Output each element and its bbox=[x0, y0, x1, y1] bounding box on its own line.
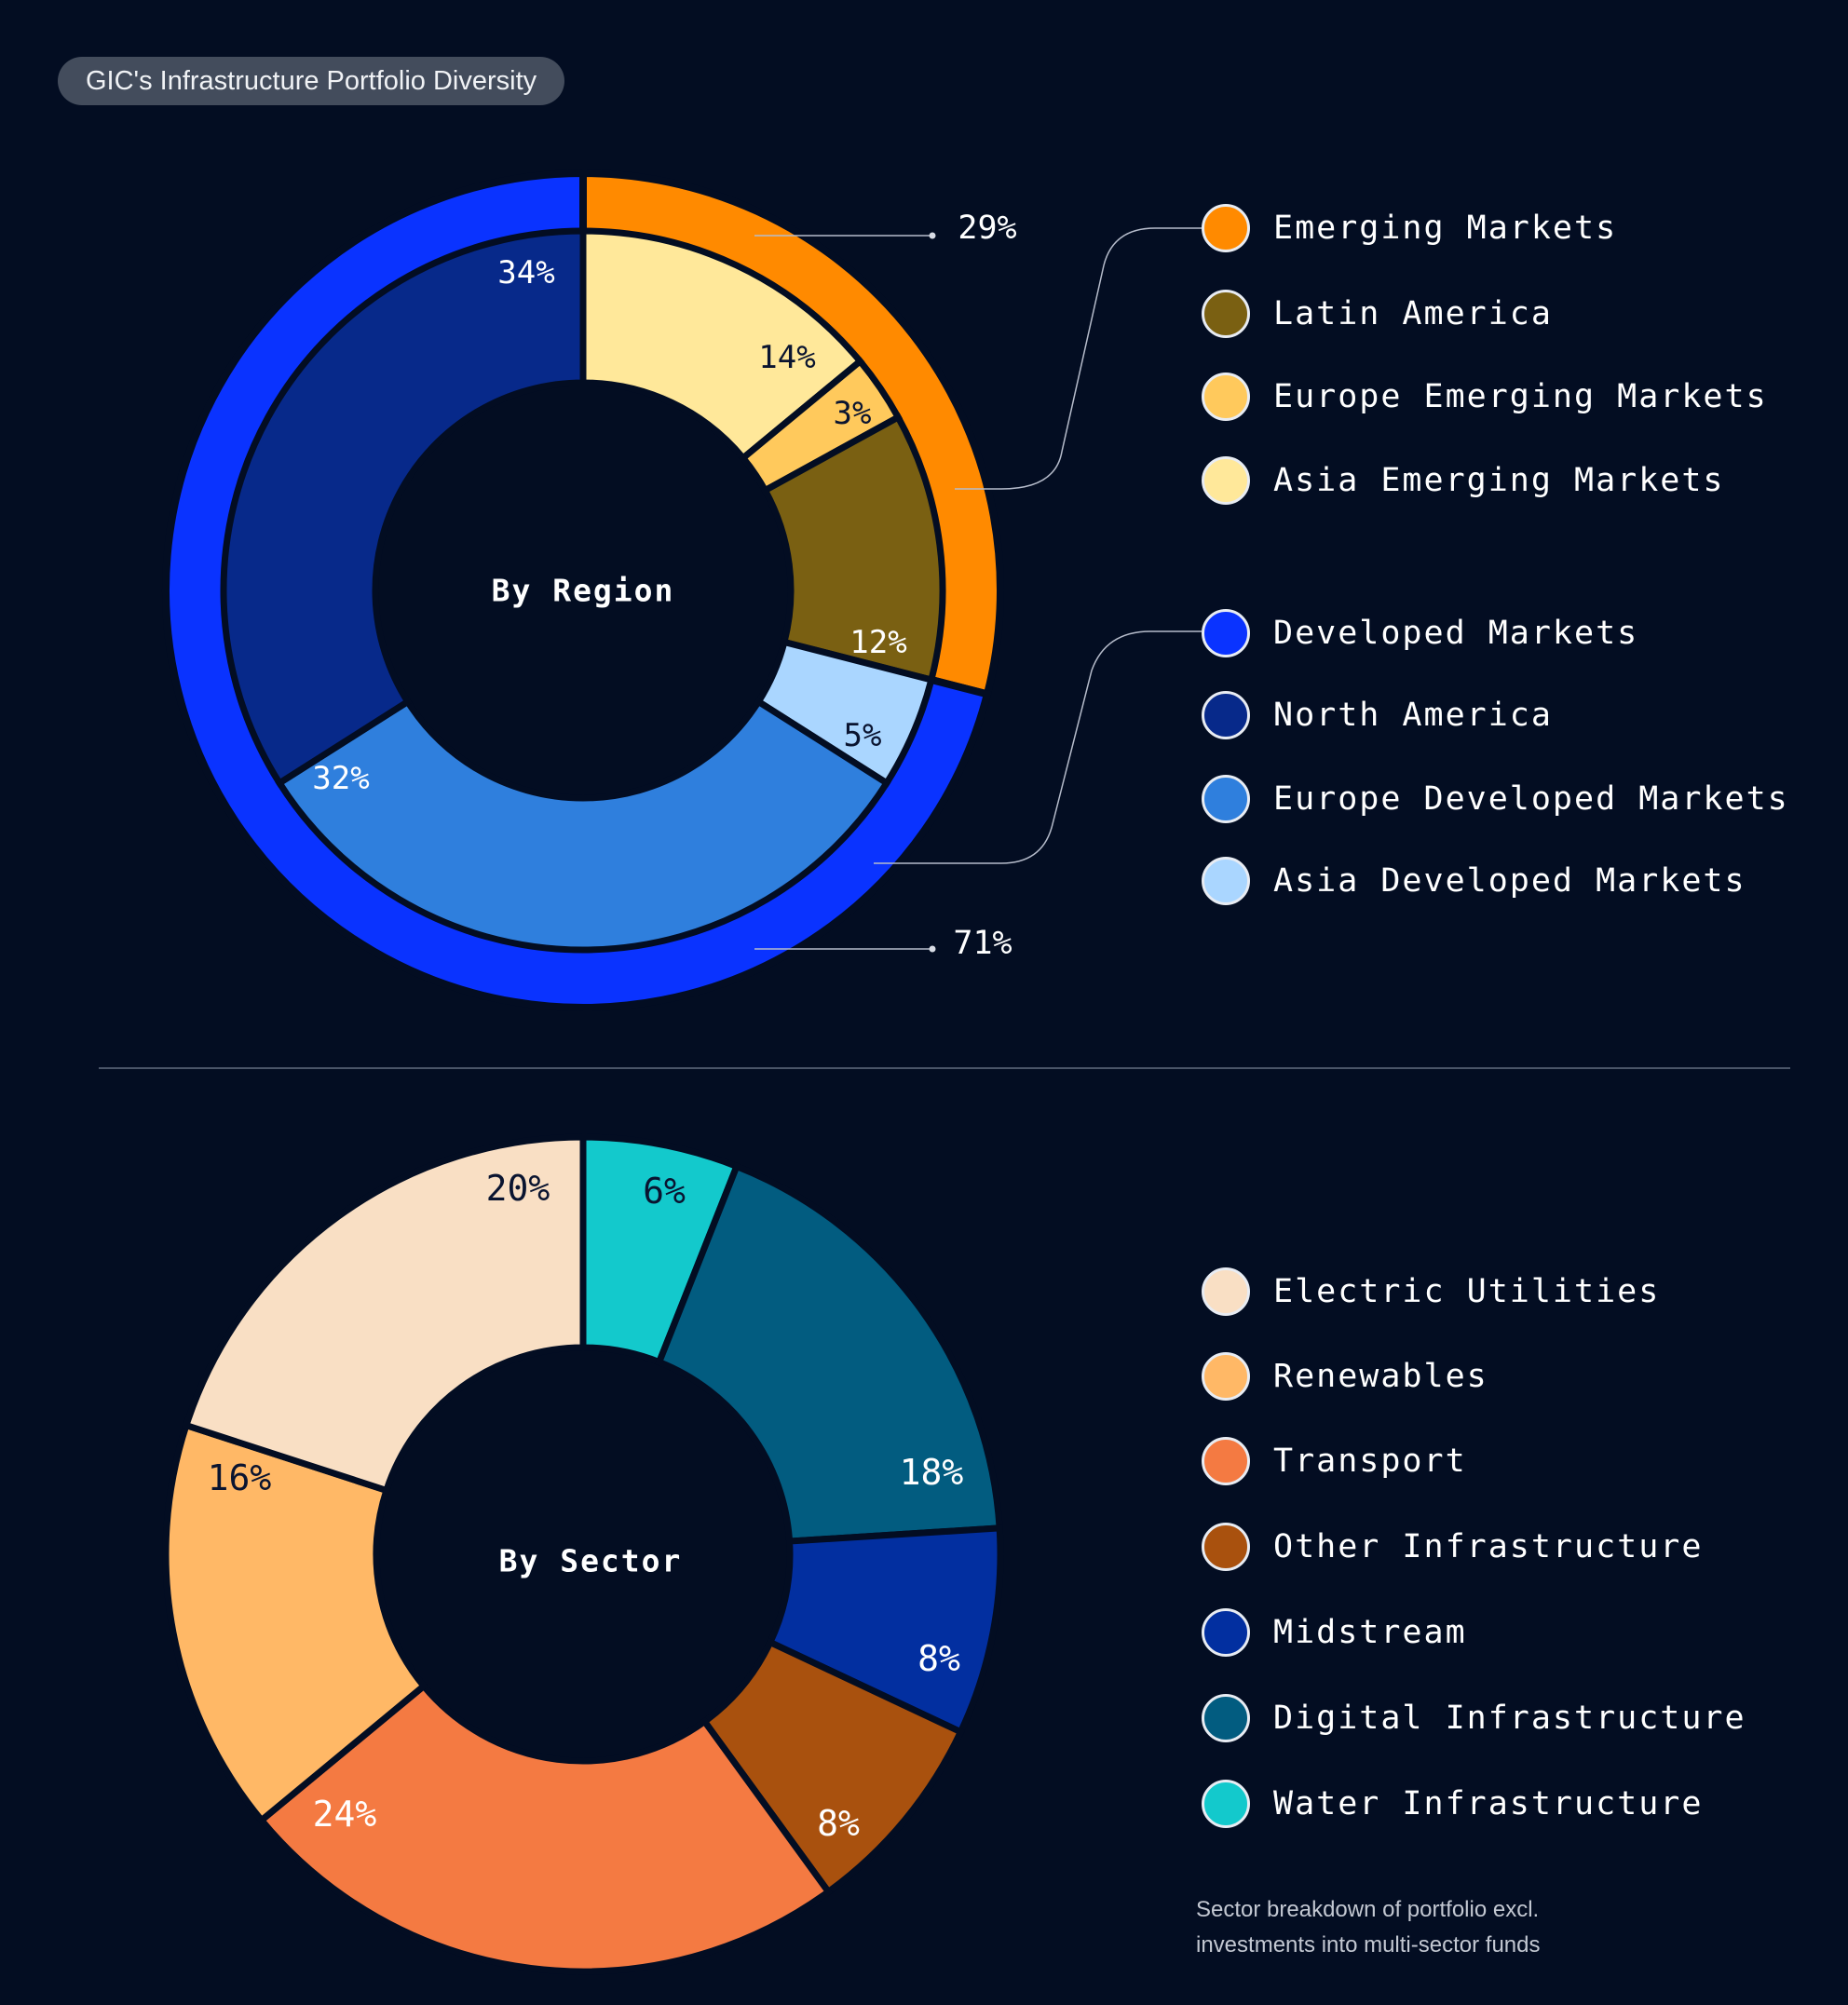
region-label-asia-developed-markets: 5% bbox=[844, 717, 882, 754]
emerging-value-dot bbox=[929, 232, 936, 239]
region-label-latin-america: 12% bbox=[849, 624, 906, 661]
legend-label: Midstream bbox=[1273, 1614, 1467, 1651]
sector-center-label: By Sector bbox=[499, 1543, 683, 1579]
legend-swatch bbox=[1202, 1694, 1250, 1742]
legend-label: Transport bbox=[1273, 1443, 1467, 1480]
legend-label: Asia Developed Markets bbox=[1273, 862, 1746, 900]
legend-label: Emerging Markets bbox=[1273, 210, 1618, 247]
sector-legend-item-transport: Transport bbox=[1202, 1437, 1467, 1485]
legend-label: North America bbox=[1273, 697, 1553, 734]
legend-label: Europe Developed Markets bbox=[1273, 780, 1789, 818]
legend-swatch bbox=[1202, 1437, 1250, 1485]
legend-label: Water Infrastructure bbox=[1273, 1785, 1704, 1822]
legend-swatch bbox=[1202, 691, 1250, 739]
region-legend-item-europe-emerging-markets: Europe Emerging Markets bbox=[1202, 373, 1768, 421]
sector-slice-renewables bbox=[162, 1421, 428, 1825]
emerging-legend-connector bbox=[955, 227, 1202, 490]
region-label-europe-developed-markets: 32% bbox=[312, 760, 369, 797]
legend-swatch bbox=[1202, 1780, 1250, 1828]
legend-swatch bbox=[1202, 1523, 1250, 1571]
region-slice-north-america bbox=[220, 227, 587, 788]
legend-label: Other Infrastructure bbox=[1273, 1528, 1704, 1565]
developed-legend-connector bbox=[874, 630, 1202, 864]
sector-label-other-infrastructure: 8% bbox=[817, 1803, 860, 1844]
sector-label-water-infrastructure: 6% bbox=[643, 1171, 686, 1212]
region-label-asia-emerging-markets: 14% bbox=[758, 339, 815, 376]
legend-swatch bbox=[1202, 775, 1250, 823]
sector-legend-item-renewables: Renewables bbox=[1202, 1352, 1488, 1401]
region-slice-asia-emerging-markets bbox=[579, 227, 865, 463]
legend-swatch bbox=[1202, 290, 1250, 338]
footnote-line: Sector breakdown of portfolio excl. bbox=[1196, 1897, 1540, 1922]
legend-swatch bbox=[1202, 857, 1250, 905]
legend-label: Developed Markets bbox=[1273, 615, 1639, 652]
legend-swatch bbox=[1202, 456, 1250, 505]
sector-legend-item-water-infrastructure: Water Infrastructure bbox=[1202, 1780, 1703, 1828]
region-slice-europe-developed-markets bbox=[275, 697, 891, 954]
region-legend-item-latin-america: Latin America bbox=[1202, 290, 1553, 338]
outer-label-developed-markets: 71% bbox=[953, 925, 1012, 962]
region-label-europe-emerging-markets: 3% bbox=[834, 395, 872, 432]
sector-slice-transport bbox=[256, 1681, 834, 1975]
legend-label: Electric Utilities bbox=[1273, 1273, 1661, 1310]
sector-label-midstream: 8% bbox=[917, 1638, 960, 1679]
legend-swatch bbox=[1202, 1267, 1250, 1316]
sector-label-renewables: 16% bbox=[208, 1457, 272, 1498]
legend-label: Digital Infrastructure bbox=[1273, 1700, 1746, 1737]
region-legend-item-europe-developed-markets: Europe Developed Markets bbox=[1202, 775, 1789, 823]
legend-label: Renewables bbox=[1273, 1358, 1488, 1395]
legend-label: Latin America bbox=[1273, 295, 1553, 332]
region-legend-item-asia-emerging-markets: Asia Emerging Markets bbox=[1202, 456, 1725, 505]
sector-footnote: Sector breakdown of portfolio excl. inve… bbox=[1196, 1892, 1624, 1963]
sector-legend-item-midstream: Midstream bbox=[1202, 1608, 1467, 1657]
outer-label-emerging-markets: 29% bbox=[958, 210, 1016, 247]
sector-slice-digital-infrastructure bbox=[655, 1161, 1003, 1545]
sector-label-transport: 24% bbox=[313, 1794, 377, 1835]
legend-label: Asia Emerging Markets bbox=[1273, 462, 1725, 499]
legend-swatch bbox=[1202, 1352, 1250, 1401]
legend-swatch bbox=[1202, 1608, 1250, 1657]
legend-swatch bbox=[1202, 609, 1250, 657]
legend-swatch bbox=[1202, 204, 1250, 252]
legend-label: Europe Emerging Markets bbox=[1273, 378, 1768, 415]
developed-value-dot bbox=[929, 945, 936, 953]
region-legend-item-asia-developed-markets: Asia Developed Markets bbox=[1202, 857, 1746, 905]
region-legend-item-developed-markets: Developed Markets bbox=[1202, 609, 1638, 657]
sector-slice-electric-utilities bbox=[182, 1133, 587, 1495]
footnote-line: investments into multi-sector funds bbox=[1196, 1932, 1541, 1958]
region-center-label: By Region bbox=[492, 573, 675, 609]
section-divider bbox=[99, 1067, 1790, 1069]
region-legend-item-north-america: North America bbox=[1202, 691, 1553, 739]
legend-swatch bbox=[1202, 373, 1250, 421]
page-title: GIC's Infrastructure Portfolio Diversity bbox=[58, 57, 565, 105]
region-legend-item-emerging-markets: Emerging Markets bbox=[1202, 204, 1617, 252]
sector-label-electric-utilities: 20% bbox=[486, 1168, 550, 1209]
sector-legend-item-digital-infrastructure: Digital Infrastructure bbox=[1202, 1694, 1746, 1742]
sector-legend-item-electric-utilities: Electric Utilities bbox=[1202, 1267, 1660, 1316]
sector-legend-item-other-infrastructure: Other Infrastructure bbox=[1202, 1523, 1703, 1571]
sector-label-digital-infrastructure: 18% bbox=[900, 1452, 964, 1493]
region-label-north-america: 34% bbox=[497, 254, 554, 291]
